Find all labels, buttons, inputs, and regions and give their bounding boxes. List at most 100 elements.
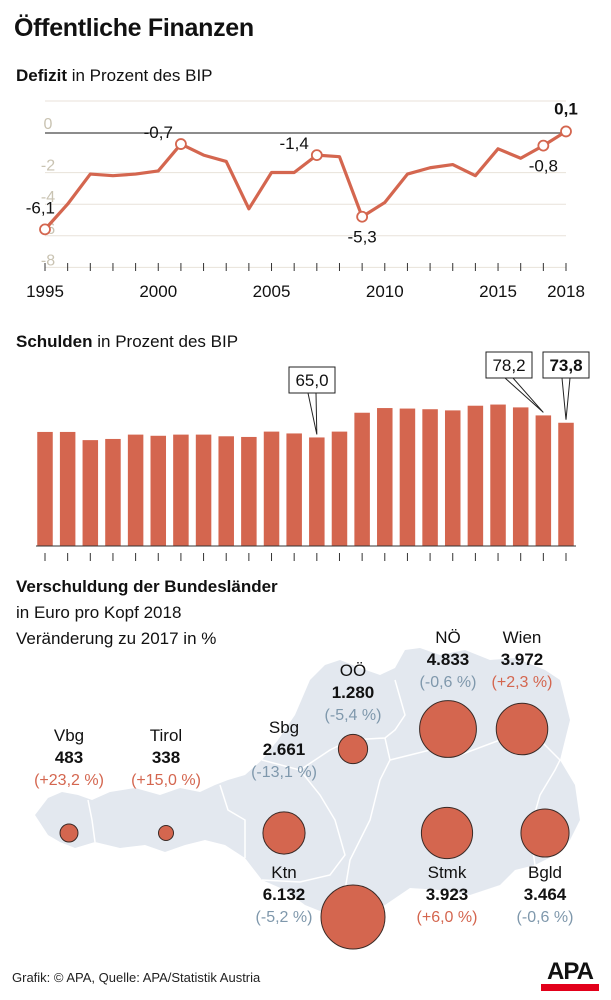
debt-bar [354,412,370,546]
x-tick-label: 1995 [26,282,64,301]
deficit-line [43,130,567,231]
region-value: 4.833 [427,650,470,669]
data-point-marker [175,138,187,150]
bubble-stmk [420,806,474,860]
x-tick-label: 2000 [139,282,177,301]
region-value: 3.464 [524,885,567,904]
region-change: (+2,3 %) [492,674,553,691]
debt-bar [263,431,280,546]
region-value: 2.661 [263,740,306,759]
debt-subtitle: Schulden in Prozent des BIP [16,332,238,352]
debt-bar [377,408,393,546]
data-label: 0,1 [554,99,578,118]
debt-subtitle-rest: in Prozent des BIP [92,332,239,351]
callout-pointer [307,392,318,435]
region-name: NÖ [435,628,461,647]
data-point-marker [537,139,550,152]
region-value: 6.132 [263,885,306,904]
debt-bar [490,404,506,546]
map-subtitle-2: Veränderung zu 2017 in % [16,629,217,648]
data-label: -5,3 [347,228,376,247]
callout-label: 73,8 [549,356,582,375]
callout-label: 65,0 [295,371,328,390]
region-name: Tirol [150,726,182,745]
region-change: (-5,2 %) [256,909,313,926]
x-tick-label: 2010 [366,282,404,301]
debt-bar-chart: 19952000200520102015201865,078,273,8 [36,351,590,561]
region-change: (+6,0 %) [417,909,478,926]
debt-bar [82,440,99,546]
debt-bar [286,433,302,546]
debt-bar [105,438,121,546]
debt-bar [467,405,484,546]
x-tick-label: 2005 [253,282,291,301]
x-tick-label: 2018 [547,282,585,301]
page-title: Öffentliche Finanzen [14,14,254,42]
debt-bar [59,431,76,546]
bubble-tirol [157,824,175,842]
apa-logo: APA [541,958,599,991]
callout-pointer [561,377,571,420]
callout-box [485,351,533,379]
data-point-marker [39,223,51,236]
region-name: Wien [503,628,542,647]
region-name: Stmk [428,863,467,882]
callout-box [288,366,336,394]
deficit-line-chart: 0-2-4-6-8199520002005201020152018-6,1-0,… [26,99,585,301]
bubble-vbg [59,823,79,843]
debt-bar [127,434,144,546]
debt-bar [399,408,416,546]
debt-bar [241,436,257,546]
debt-subtitle-bold: Schulden [16,332,93,351]
deficit-subtitle-bold: Defizit [16,66,67,85]
apa-logo-text: APA [547,958,594,985]
bubble-sbg [262,811,306,855]
y-tick-label: -4 [41,189,55,206]
y-tick-label: -2 [41,158,55,175]
region-change: (-0,6 %) [517,909,574,926]
region-name: OÖ [340,661,366,680]
bubble-bgld [520,808,570,858]
bubble-ktn [320,884,386,950]
data-label: -6,1 [26,198,55,217]
debt-bar [195,434,212,546]
debt-bar [218,436,234,546]
region-change: (-5,4 %) [325,707,382,724]
debt-bar [37,431,53,546]
region-change: (+23,2 %) [34,772,104,789]
region-value: 3.972 [501,650,544,669]
bubble-oö [337,733,369,765]
debt-bar [173,434,189,546]
callout-label: 78,2 [492,356,525,375]
bubble-nö [419,700,477,758]
debt-bar [535,415,552,546]
region-value: 338 [152,748,180,767]
debt-bar [422,409,438,546]
debt-bar [309,437,325,546]
debt-bar [512,407,529,546]
map-title: Verschuldung der Bundesländer [16,577,278,596]
region-change: (+15,0 %) [131,772,201,789]
data-point-marker [356,210,369,223]
region-value: 3.923 [426,885,469,904]
austria-map: Vbg 483 (+23,2 %) Tirol 338 (+15,0 %) Sbg 2.661… [34,628,580,950]
callout-pointer [504,377,544,413]
apa-logo-bar [541,984,599,991]
region-name: Vbg [54,726,84,745]
x-tick-label: 2015 [479,282,517,301]
data-label: -0,7 [144,123,173,142]
region-value: 483 [55,748,83,767]
deficit-subtitle: Defizit in Prozent des BIP [16,66,213,86]
data-label: -1,4 [280,134,309,153]
map-subtitle-1: in Euro pro Kopf 2018 [16,603,182,622]
debt-bar [331,431,348,546]
region-change: (-13,1 %) [251,764,317,781]
region-name: Sbg [269,718,299,737]
data-label: -0,8 [529,157,558,176]
y-tick-label: -8 [41,252,55,269]
region-value: 1.280 [332,683,375,702]
footer-source: Grafik: © APA, Quelle: APA/Statistik Aus… [12,970,261,985]
region-change: (-0,6 %) [420,674,477,691]
deficit-subtitle-rest: in Prozent des BIP [67,66,213,85]
debt-bar [444,410,461,546]
